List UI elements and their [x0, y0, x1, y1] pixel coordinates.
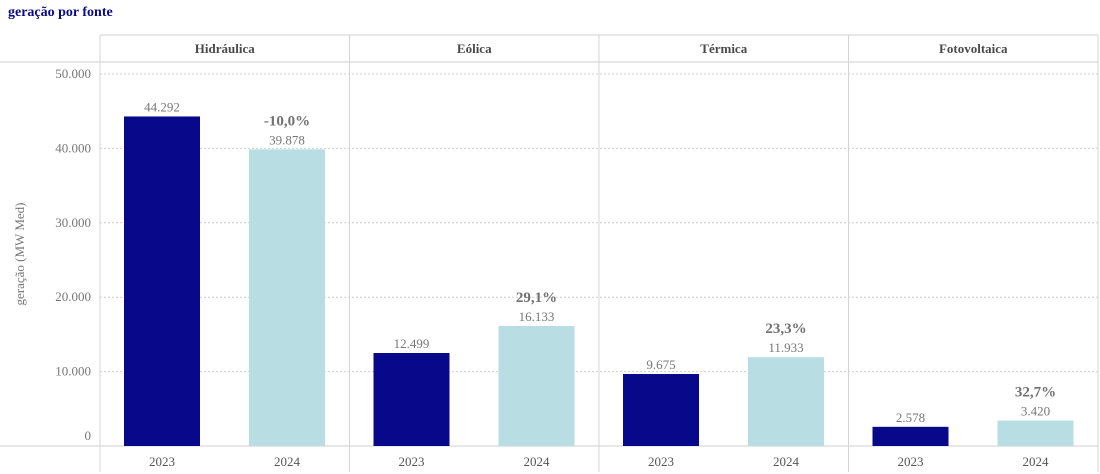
bar-2024 — [249, 149, 325, 446]
y-tick-label: 30.000 — [55, 215, 91, 230]
bar-2023 — [124, 116, 200, 446]
change-label: -10,0% — [264, 113, 310, 129]
panel-header: Hidráulica — [195, 41, 255, 56]
panel-eólica: Eólica 12.499 2023 16.133 2024 29,1% — [373, 41, 575, 469]
y-tick-label: 20.000 — [55, 289, 91, 304]
bar-2023 — [623, 374, 699, 446]
value-label: 12.499 — [394, 336, 430, 351]
y-tick-label: 40.000 — [55, 140, 91, 155]
value-label: 11.933 — [768, 340, 803, 355]
x-tick-label: 2023 — [898, 454, 924, 469]
x-tick-label: 2023 — [648, 454, 674, 469]
value-label: 44.292 — [144, 99, 180, 114]
bar-2023 — [872, 426, 949, 446]
value-label: 16.133 — [519, 309, 555, 324]
y-axis-title: geração (MW Med) — [12, 203, 27, 306]
change-label: 29,1% — [516, 290, 557, 306]
bar-2024 — [748, 357, 824, 446]
y-tick-label: 0 — [85, 428, 92, 443]
y-tick-label: 10.000 — [55, 364, 91, 379]
x-tick-label: 2023 — [149, 454, 175, 469]
y-axis: 0 10.000 20.000 30.000 40.000 50.000 — [55, 66, 91, 443]
change-label: 23,3% — [765, 321, 806, 337]
panels: Hidráulica 44.292 2023 39.878 2024 -10,0% Eóli… — [124, 41, 1074, 469]
panel-header: Térmica — [700, 41, 747, 56]
x-tick-label: 2024 — [1023, 454, 1050, 469]
panel-header: Eólica — [457, 41, 492, 56]
panel-header: Fotovoltaica — [939, 41, 1008, 56]
bar-2024 — [997, 420, 1074, 446]
x-tick-label: 2024 — [773, 454, 800, 469]
x-tick-label: 2024 — [524, 454, 551, 469]
panel-hidráulica: Hidráulica 44.292 2023 39.878 2024 -10,0% — [124, 41, 325, 469]
panel-térmica: Térmica 9.675 2023 11.933 2024 23,3% — [623, 41, 824, 469]
panel-fotovoltaica: Fotovoltaica 2.578 2023 3.420 2024 32,7% — [872, 41, 1074, 469]
chart-title: geração por fonte — [8, 5, 113, 20]
value-label: 3.420 — [1021, 404, 1050, 419]
y-tick-label: 50.000 — [55, 66, 91, 81]
bar-2023 — [373, 353, 450, 446]
bar-2024 — [498, 325, 575, 446]
value-label: 2.578 — [896, 410, 925, 425]
value-label: 9.675 — [646, 357, 675, 372]
x-tick-label: 2023 — [399, 454, 425, 469]
change-label: 32,7% — [1015, 385, 1056, 401]
value-label: 39.878 — [269, 132, 305, 147]
x-tick-label: 2024 — [274, 454, 301, 469]
